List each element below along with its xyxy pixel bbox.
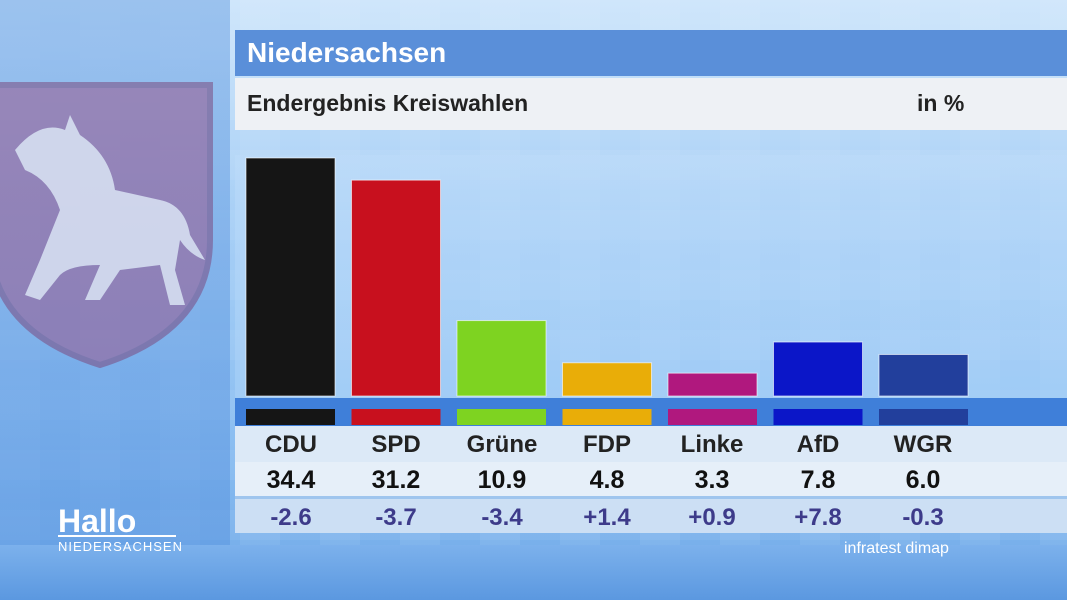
coat-of-arms-horse-icon bbox=[0, 82, 213, 369]
party-label: Linke bbox=[680, 431, 744, 458]
party-label: CDU bbox=[265, 431, 317, 458]
hallo-niedersachsen-logo: Hallo NIEDERSACHSEN bbox=[58, 505, 183, 554]
bar-spd bbox=[351, 179, 441, 397]
bar-linke bbox=[667, 372, 758, 397]
diff-label: +7.8 bbox=[794, 504, 842, 531]
color-stub-fdp bbox=[562, 409, 652, 425]
bar-cdu bbox=[245, 157, 336, 397]
party-label: AfD bbox=[796, 431, 840, 458]
party-label: SPD bbox=[371, 431, 421, 458]
color-stub-grüne bbox=[457, 409, 546, 425]
diff-label: -0.3 bbox=[902, 504, 944, 531]
row-separator bbox=[235, 496, 1067, 499]
bar-grüne bbox=[456, 320, 547, 397]
source-credit: infratest dimap bbox=[844, 540, 949, 557]
value-label: 7.8 bbox=[800, 466, 836, 494]
diff-label: +1.4 bbox=[583, 504, 631, 531]
value-label: 34.4 bbox=[266, 466, 316, 494]
diff-label: -2.6 bbox=[270, 504, 312, 531]
chart-baseline bbox=[235, 398, 1067, 408]
color-stub-afd bbox=[773, 409, 863, 425]
bar-fdp bbox=[562, 362, 652, 397]
diff-label: -3.4 bbox=[481, 504, 523, 531]
bar-afd bbox=[773, 341, 863, 397]
party-label: FDP bbox=[583, 431, 631, 458]
value-label: 10.9 bbox=[477, 466, 527, 494]
value-label: 3.3 bbox=[694, 466, 730, 494]
color-stub-wgr bbox=[879, 409, 968, 425]
value-label: 4.8 bbox=[589, 466, 625, 494]
background-bottom-band bbox=[0, 545, 1067, 600]
value-row: 34.4 31.2 10.9 4.8 3.3 7.8 6.0 bbox=[235, 462, 1067, 496]
chart-title: Endergebnis Kreiswahlen bbox=[247, 90, 529, 116]
color-stub-linke bbox=[668, 409, 757, 425]
header-bar: Niedersachsen bbox=[235, 30, 1067, 76]
party-label-row: CDU SPD Grüne FDP Linke AfD WGR bbox=[235, 426, 1067, 462]
page-title: Niedersachsen bbox=[247, 37, 447, 68]
subtitle-bar: Endergebnis Kreiswahlen in % bbox=[235, 78, 1067, 130]
logo-main-text: Hallo bbox=[58, 503, 137, 539]
logo-underline bbox=[58, 535, 176, 537]
diff-label: +0.9 bbox=[688, 504, 736, 531]
bar-wgr bbox=[878, 353, 969, 397]
diff-row: -2.6 -3.7 -3.4 +1.4 +0.9 +7.8 -0.3 bbox=[235, 499, 1067, 533]
party-label: WGR bbox=[893, 431, 953, 458]
logo-sub-text: NIEDERSACHSEN bbox=[58, 539, 183, 554]
color-stub-spd bbox=[351, 409, 441, 425]
value-label: 31.2 bbox=[371, 466, 421, 494]
diff-label: -3.7 bbox=[375, 504, 417, 531]
value-label: 6.0 bbox=[905, 466, 941, 494]
unit-label: in % bbox=[917, 90, 965, 116]
color-stub-cdu bbox=[246, 409, 335, 425]
party-label: Grüne bbox=[466, 431, 538, 458]
